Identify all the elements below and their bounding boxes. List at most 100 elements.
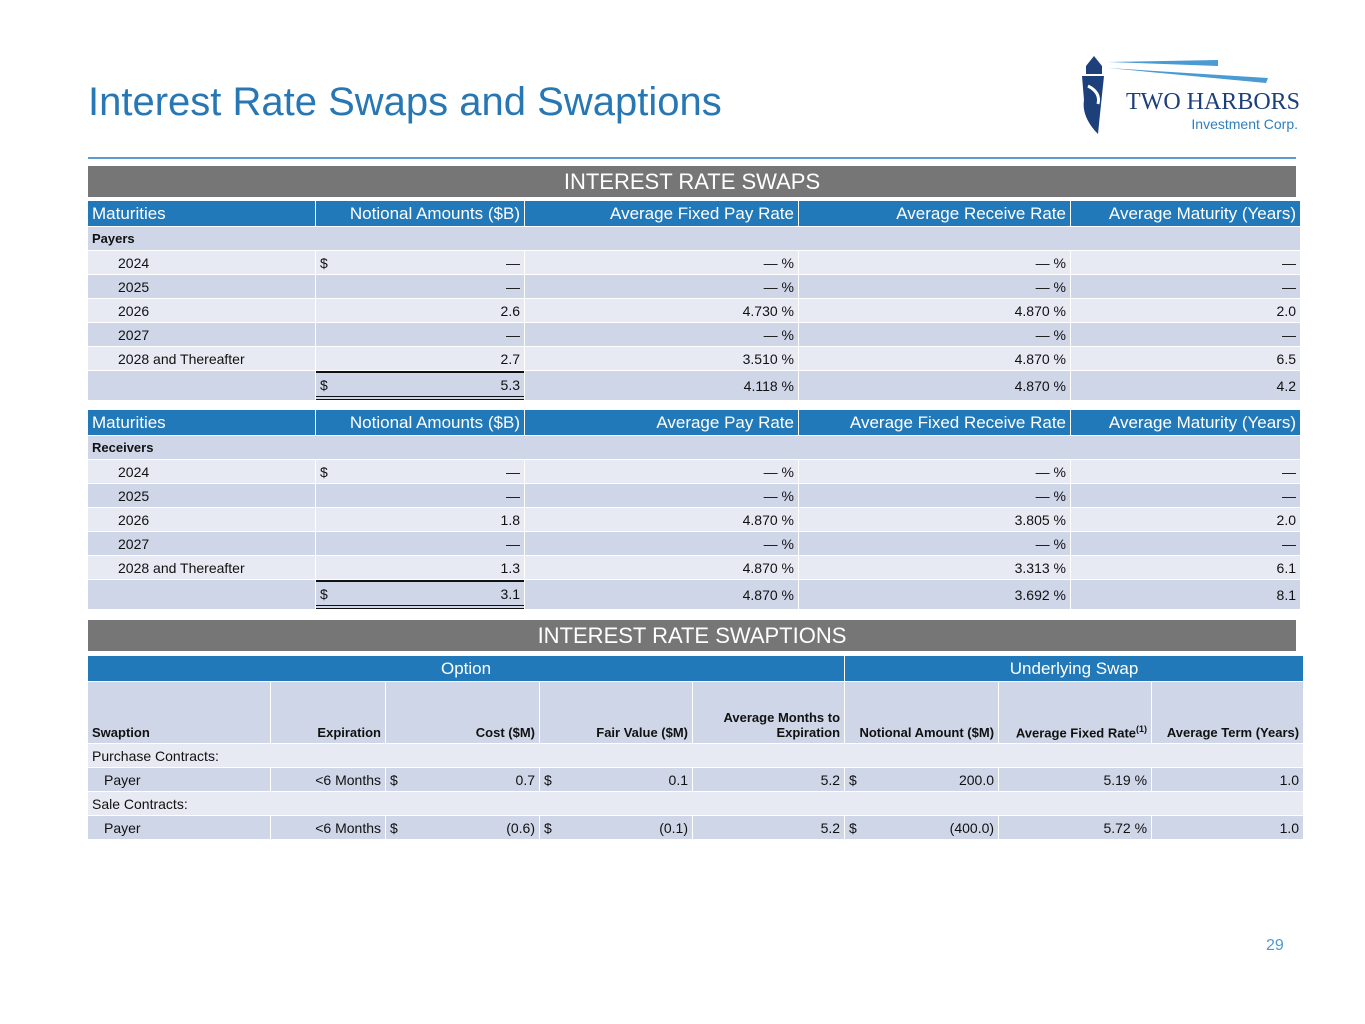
cell: 4.870 % — [525, 580, 798, 609]
cell: — — [1071, 532, 1300, 555]
group-row: Payers — [88, 227, 1300, 250]
cell: 1.3 — [316, 556, 524, 579]
row: 2028 and Thereafter 2.7 3.510 % 4.870 % 6.5 — [88, 347, 1300, 370]
cell: 4.870 % — [799, 371, 1070, 400]
value: — — [506, 463, 520, 480]
cell: — % — [799, 532, 1070, 555]
page-number: 29 — [1266, 937, 1284, 954]
group-row: Option Underlying Swap — [88, 656, 1304, 681]
cell: $0.7 — [386, 768, 539, 791]
value: (400.0) — [949, 819, 995, 836]
cell: — — [1071, 323, 1300, 346]
currency: $ — [320, 463, 328, 480]
cell: Cost ($M) — [386, 682, 539, 743]
cell: Payer — [88, 768, 270, 791]
content: INTEREST RATE SWAPS Maturities Notional Am… — [88, 166, 1304, 840]
cell: 4.730 % — [525, 299, 798, 322]
cell: 6.5 — [1071, 347, 1300, 370]
row: 2025— — % — % — — [88, 275, 1300, 298]
header-row: Maturities Notional Amounts ($B) Average F… — [88, 201, 1300, 226]
cell: 2024 — [88, 251, 315, 274]
cell: 2.7 — [316, 347, 524, 370]
currency: $ — [390, 819, 398, 836]
cell: $5.3 — [316, 371, 524, 400]
cell: 2026 — [88, 508, 315, 531]
cell: Average Pay Rate — [525, 410, 798, 435]
cell: — % — [525, 251, 798, 274]
currency: $ — [390, 771, 398, 788]
cell: 4.870 % — [525, 508, 798, 531]
cell: $200.0 — [845, 768, 999, 791]
value: 3.1 — [500, 585, 520, 602]
cell: Maturities — [88, 201, 315, 226]
slide-title: Interest Rate Swaps and Swaptions — [88, 80, 722, 124]
cell: 1.0 — [1152, 816, 1304, 839]
title-rule — [88, 157, 1296, 159]
cell: 2028 and Thereafter — [88, 556, 315, 579]
cell: Notional Amount ($M) — [845, 682, 999, 743]
cell: Average Receive Rate — [799, 201, 1070, 226]
cell: Sale Contracts: — [88, 792, 1304, 815]
cell: 4.118 % — [525, 371, 798, 400]
currency: $ — [849, 771, 857, 788]
cell: $ (400.0) — [845, 816, 999, 839]
cell: — — [316, 323, 524, 346]
cell: $0.1 — [540, 768, 692, 791]
cell: Maturities — [88, 410, 315, 435]
currency: $ — [544, 819, 552, 836]
row: 2028 and Thereafter 1.3 4.870 % 3.313 % 6.1 — [88, 556, 1300, 579]
cell: — % — [525, 532, 798, 555]
cell: 2025 — [88, 484, 315, 507]
header-row: Maturities Notional Amounts ($B) Average P… — [88, 410, 1300, 435]
cell: Payer — [88, 816, 270, 839]
cell: 2.0 — [1071, 299, 1300, 322]
cell: Notional Amounts ($B) — [316, 410, 524, 435]
cell: $ — — [316, 460, 524, 483]
swaption-table: Option Underlying Swap Swaption Expiration C… — [87, 655, 1304, 840]
cell: Average Fixed Pay Rate — [525, 201, 798, 226]
value: 0.7 — [515, 771, 535, 788]
cell: 4.870 % — [799, 299, 1070, 322]
row: 2026 1.8 4.870 % 3.805 % 2.0 — [88, 508, 1300, 531]
cell: 2027 — [88, 323, 315, 346]
cell: Purchase Contracts: — [88, 744, 1304, 767]
value: (0.6) — [506, 819, 535, 836]
cell: Option — [88, 656, 845, 681]
cell: — — [316, 532, 524, 555]
cell: — % — [525, 484, 798, 507]
currency: $ — [544, 771, 552, 788]
cell: — % — [525, 460, 798, 483]
cell: — — [1071, 275, 1300, 298]
logo: TWO HARBORS Investment Corp. — [1082, 56, 1300, 134]
footnote: (1) — [1136, 723, 1148, 734]
value: 0.1 — [668, 771, 688, 788]
cell: 3.805 % — [799, 508, 1070, 531]
cell: 3.692 % — [799, 580, 1070, 609]
section-band: INTEREST RATE SWAPS — [88, 166, 1296, 197]
row: 2024 $ — — % — % — — [88, 460, 1300, 483]
cell: — — [1071, 460, 1300, 483]
cell: Fair Value ($M) — [540, 682, 692, 743]
row: Payer <6 Months $ (0.6) $ (0.1) 5.2 $ (400.0) 5.7… — [88, 816, 1304, 839]
cell: — % — [799, 251, 1070, 274]
cell: <6 Months — [271, 816, 385, 839]
cell: Expiration — [271, 682, 385, 743]
cell: Notional Amounts ($B) — [316, 201, 524, 226]
cell: $ (0.6) — [386, 816, 539, 839]
cell: Payers — [88, 227, 1300, 250]
column-header: Average Fixed Rate(1) — [999, 682, 1152, 743]
swap-table: Maturities Notional Amounts ($B) Average F… — [87, 200, 1301, 401]
row: 2024 $ — — % — % — — [88, 251, 1300, 274]
cell: 5.19 % — [999, 768, 1152, 791]
cell: <6 Months — [271, 768, 385, 791]
cell: — % — [799, 323, 1070, 346]
total-row: $5.3 4.118 % 4.870 % 4.2 — [88, 371, 1300, 400]
currency: $ — [849, 819, 857, 836]
cell: 3.510 % — [525, 347, 798, 370]
cell: 5.72 % — [999, 816, 1152, 839]
cell: Average Maturity (Years) — [1071, 410, 1300, 435]
logo-name: TWO HARBORS — [1126, 89, 1300, 115]
currency: $ — [320, 254, 328, 271]
section-band: INTEREST RATE SWAPTIONS — [88, 620, 1296, 651]
